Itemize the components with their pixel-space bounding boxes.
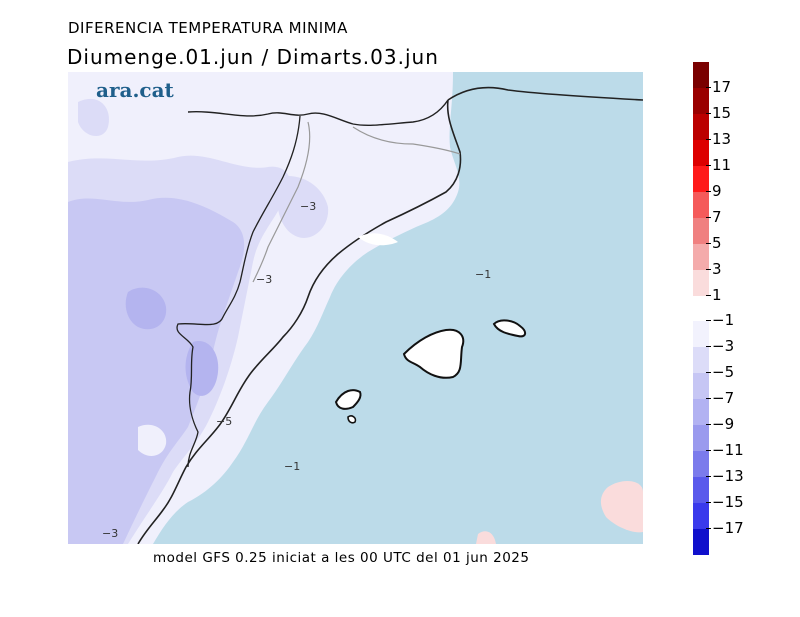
zone-white-2 (138, 424, 167, 456)
colorbar-swatch (693, 192, 709, 218)
zone-white-1 (68, 72, 168, 98)
island-mallorca (402, 328, 465, 379)
colorbar-label: −1 (705, 311, 735, 329)
colorbar-swatch (693, 477, 709, 503)
island-ibiza (334, 389, 362, 410)
zone-light-north (78, 98, 109, 137)
colorbar-swatch (693, 529, 709, 555)
zone-medium-2 (125, 287, 167, 330)
colorbar-swatch (693, 503, 709, 529)
colorbar-swatch (693, 321, 709, 347)
colorbar-swatch (693, 425, 709, 451)
border-north (187, 99, 449, 126)
colorbar-swatch (693, 88, 709, 114)
colorbar-swatch (693, 218, 709, 244)
colorbar-swatch (693, 399, 709, 425)
colorbar-label: −7 (705, 389, 735, 407)
border-west (176, 115, 301, 468)
zone-pink-2 (476, 531, 496, 544)
zone-pink (600, 480, 643, 533)
colorbar-label: −3 (705, 337, 735, 355)
island-formentera (347, 415, 357, 424)
colorbar-label: −11 (706, 441, 744, 459)
colorbar-swatch (693, 451, 709, 477)
colorbar-swatch (693, 244, 709, 270)
colorbar-swatches (693, 62, 709, 555)
model-footer: model GFS 0.25 iniciat a les 00 UTC del … (153, 550, 530, 566)
contour-label: −1 (475, 268, 491, 281)
border-grey (252, 121, 461, 283)
zone-medium-4 (80, 458, 124, 516)
colorbar-label: 1 (706, 286, 722, 304)
map-panel: −3 −3 −1 −5 −1 −3 (68, 72, 643, 544)
colorbar-label: 5 (706, 234, 722, 252)
colorbar-swatch (693, 114, 709, 140)
colorbar-label: −15 (706, 493, 744, 511)
contour-label: −5 (216, 415, 232, 428)
chart-subtitle: Diumenge.01.jun / Dimarts.03.jun (67, 45, 439, 69)
coastline (137, 86, 643, 544)
colorbar-swatch (693, 373, 709, 399)
colorbar-label: 17 (705, 78, 732, 96)
zone-medium-3 (185, 341, 219, 396)
colorbar-swatch (693, 347, 709, 373)
colorbar-swatch (693, 270, 709, 296)
colorbar-label: 9 (706, 182, 722, 200)
colorbar-label: 3 (706, 260, 722, 278)
colorbar-swatch (693, 62, 709, 88)
colorbar-swatch (693, 166, 709, 192)
zone-medium (68, 197, 245, 544)
sea (153, 72, 643, 544)
zone-white-3 (358, 233, 398, 246)
zone-light-ne (276, 176, 329, 238)
contour-label: −3 (300, 200, 316, 213)
colorbar-label: 11 (705, 156, 732, 174)
colorbar-label: −17 (706, 519, 744, 537)
colorbar-label: 15 (705, 104, 732, 122)
temperature-map: −3 −3 −1 −5 −1 −3 (68, 72, 643, 544)
chart-title: DIFERENCIA TEMPERATURA MINIMA (68, 19, 348, 37)
ara-cat-logo: ara.cat (96, 78, 174, 102)
contour-label: −3 (102, 527, 118, 540)
colorbar-label: −5 (705, 363, 735, 381)
contour-label: −3 (256, 273, 272, 286)
colorbar-label: −9 (705, 415, 735, 433)
island-menorca (492, 319, 526, 338)
colorbar-swatch (693, 140, 709, 166)
colorbar-label: 13 (705, 130, 732, 148)
contour-label: −1 (284, 460, 300, 473)
colorbar-label: 7 (706, 208, 722, 226)
colorbar-label: −13 (706, 467, 744, 485)
